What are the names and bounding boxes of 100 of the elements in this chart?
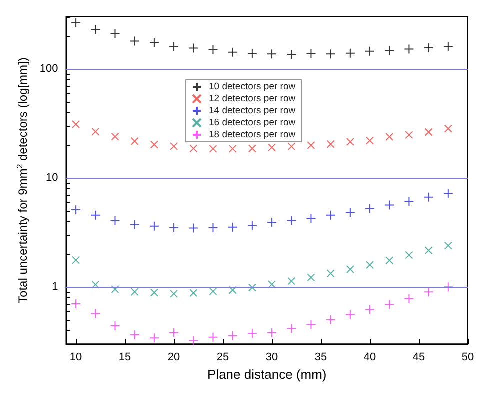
- point: [345, 48, 356, 58]
- point: [267, 49, 278, 60]
- point: [268, 280, 276, 289]
- point: [444, 242, 452, 250]
- legend-label: 16 detectors per row: [209, 118, 296, 128]
- point: [228, 222, 238, 232]
- point: [190, 144, 198, 153]
- x-tick-label: 15: [118, 352, 132, 364]
- point: [286, 324, 297, 334]
- point: [306, 48, 316, 59]
- point: [326, 210, 336, 220]
- point: [288, 142, 296, 151]
- point: [405, 131, 414, 140]
- point: [326, 270, 335, 278]
- x-tick-label: 35: [314, 352, 328, 364]
- point: [209, 288, 218, 296]
- point: [247, 220, 258, 231]
- point: [169, 222, 180, 233]
- point: [386, 256, 394, 265]
- point: [209, 144, 218, 153]
- point: [228, 286, 237, 294]
- point: [345, 208, 356, 218]
- point: [424, 287, 434, 298]
- point: [188, 336, 199, 346]
- x-tick-label: 20: [168, 352, 180, 364]
- point: [288, 277, 296, 286]
- point: [92, 128, 100, 136]
- point: [170, 142, 178, 150]
- point: [150, 140, 158, 149]
- point: [366, 261, 374, 270]
- point: [386, 132, 394, 141]
- point: [149, 221, 160, 232]
- point: [404, 294, 414, 304]
- x-tick-label: 25: [216, 352, 230, 364]
- point: [188, 223, 199, 234]
- point: [130, 220, 140, 230]
- point: [72, 120, 80, 128]
- point: [326, 140, 335, 148]
- point: [424, 246, 433, 255]
- point: [248, 284, 256, 292]
- point: [149, 333, 160, 344]
- point: [111, 286, 120, 294]
- x-tick-label: 10: [70, 352, 82, 364]
- point: [424, 128, 433, 136]
- y-tick-label: 10: [46, 172, 58, 184]
- x-tick-label: 50: [462, 352, 474, 364]
- point: [228, 47, 238, 58]
- point: [71, 18, 82, 28]
- point: [110, 28, 120, 39]
- point: [90, 24, 101, 35]
- point: [71, 298, 82, 309]
- point: [326, 49, 336, 60]
- point: [365, 304, 376, 315]
- point: [345, 310, 356, 320]
- point: [150, 288, 158, 297]
- point: [365, 46, 376, 56]
- point: [130, 137, 139, 146]
- point: [130, 330, 140, 340]
- point: [110, 216, 120, 226]
- point: [404, 44, 414, 54]
- point: [110, 320, 120, 331]
- point: [443, 42, 454, 52]
- point: [130, 288, 139, 296]
- point: [149, 38, 160, 48]
- point: [424, 42, 434, 53]
- legend-label: 10 detectors per row: [209, 82, 296, 92]
- point: [404, 196, 414, 206]
- y-tick-label: 1: [52, 281, 58, 294]
- point: [326, 314, 336, 325]
- x-tick-label: 45: [412, 352, 426, 364]
- point: [306, 320, 316, 330]
- legend-label: 18 detectors per row: [209, 130, 296, 140]
- point: [306, 213, 316, 224]
- point: [228, 330, 238, 341]
- point: [188, 43, 199, 54]
- point: [247, 48, 258, 59]
- point: [71, 204, 82, 215]
- point: [384, 300, 395, 310]
- point: [111, 132, 120, 141]
- point: [286, 49, 297, 60]
- point: [92, 280, 100, 289]
- point: [346, 265, 354, 274]
- point: [130, 36, 140, 46]
- point: [228, 144, 237, 153]
- x-tick-label: 30: [266, 352, 278, 364]
- point: [346, 138, 354, 146]
- x-tick-label: 40: [364, 352, 376, 364]
- x-axis-title: Plane distance (mm): [208, 367, 327, 382]
- point: [169, 42, 180, 52]
- point: [307, 141, 316, 150]
- point: [443, 282, 454, 292]
- point: [424, 192, 434, 202]
- point: [267, 328, 278, 338]
- point: [248, 144, 256, 153]
- point: [267, 218, 278, 228]
- point: [307, 274, 316, 282]
- point: [72, 256, 80, 264]
- point: [405, 251, 414, 260]
- legend-label: 12 detectors per row: [209, 94, 296, 104]
- point: [443, 188, 454, 199]
